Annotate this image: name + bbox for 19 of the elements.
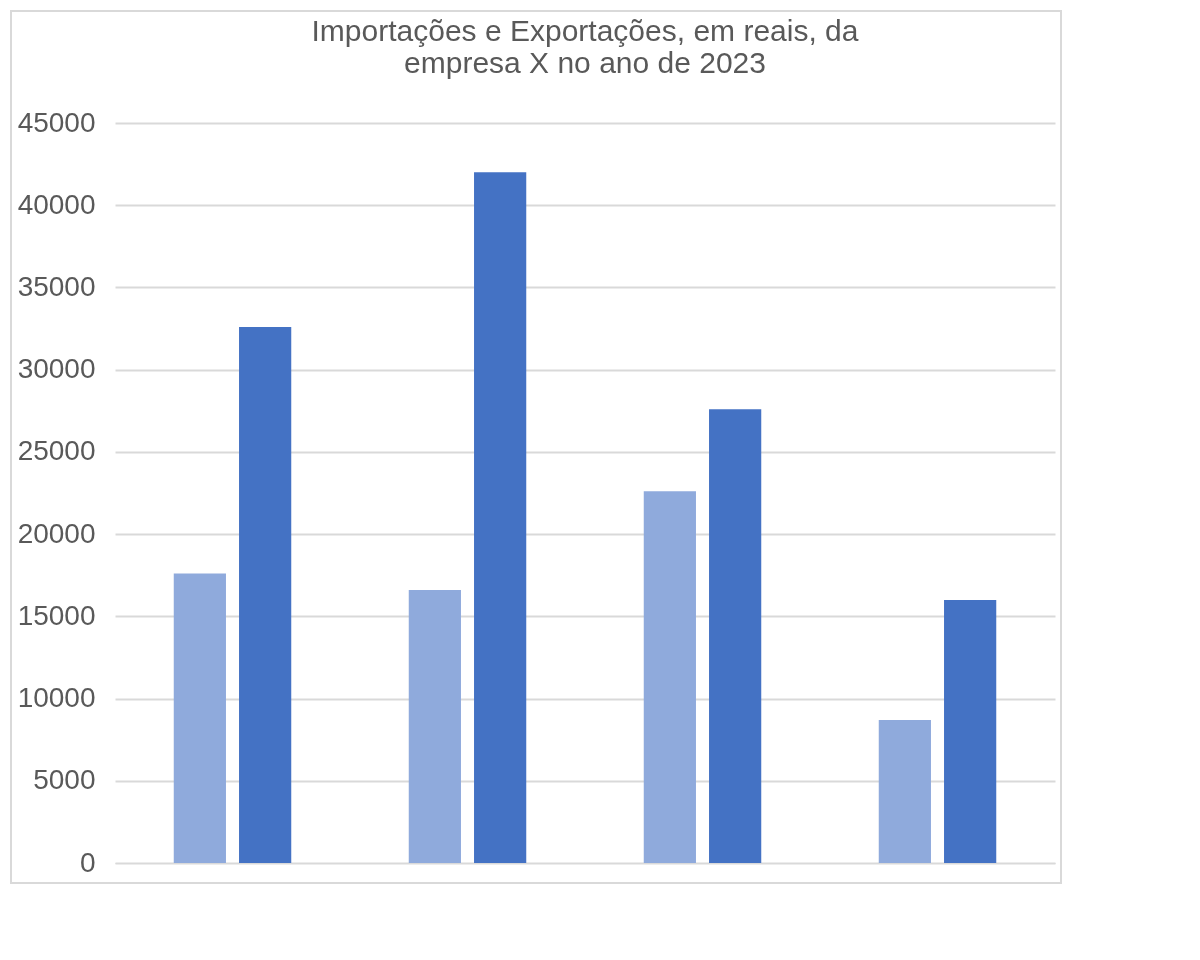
y-tick-label: 25000 — [17, 435, 96, 467]
bar — [709, 409, 762, 863]
y-tick-label: 15000 — [17, 599, 96, 631]
bar — [878, 719, 931, 863]
bar — [239, 326, 292, 863]
bar — [173, 573, 226, 863]
y-tick-label: 45000 — [17, 106, 96, 138]
bar — [944, 599, 997, 863]
bar — [408, 590, 461, 863]
y-tick-label: 0 — [79, 846, 96, 878]
y-tick-label: 5000 — [33, 764, 96, 796]
bar — [643, 491, 696, 863]
y-tick-label: 35000 — [17, 270, 96, 302]
y-tick-label: 20000 — [17, 517, 96, 549]
y-tick-label: 10000 — [17, 682, 96, 714]
bar — [474, 172, 527, 863]
y-tick-label: 30000 — [17, 353, 96, 385]
y-tick-label: 40000 — [17, 188, 96, 220]
chart-title: Importações e Exportações, em reais, da empresa X no ano de 2023 — [311, 14, 859, 79]
